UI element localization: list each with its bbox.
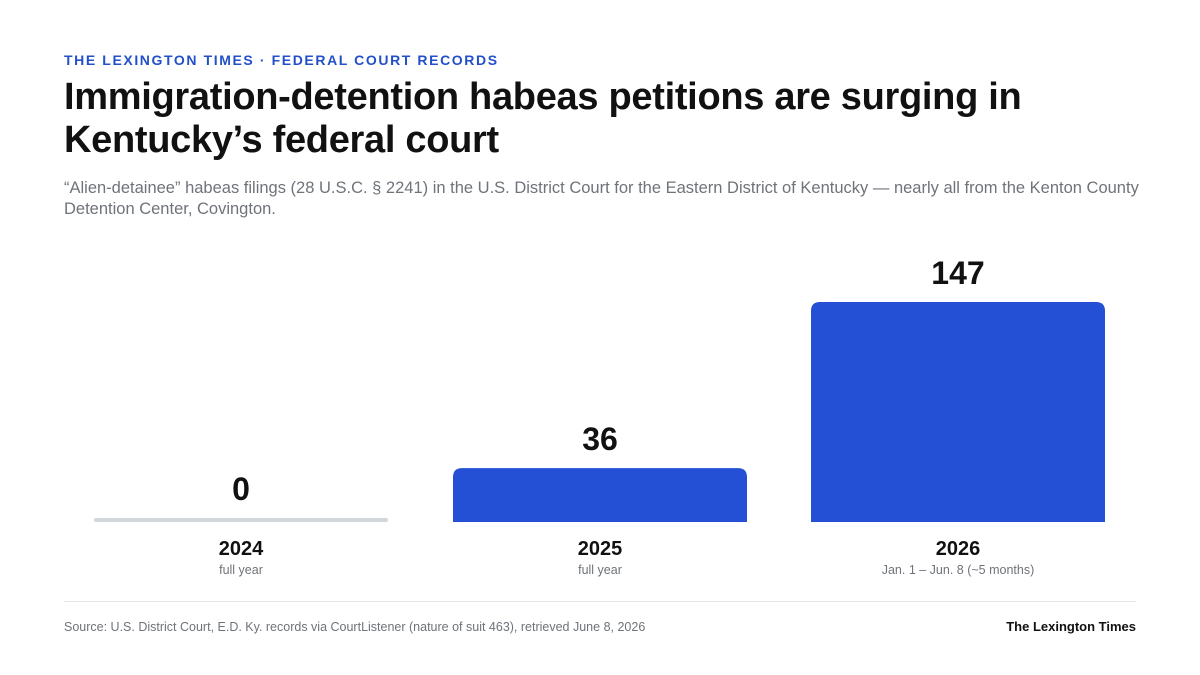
source-note: Source: U.S. District Court, E.D. Ky. re… bbox=[64, 620, 646, 634]
category-sublabel-2024: full year bbox=[219, 563, 263, 577]
bar-chart: 0 2024 full year 36 2025 full year 147 2026 Jan.… bbox=[94, 255, 1105, 577]
category-label-2024: 2024 bbox=[219, 538, 264, 560]
category-sublabel-2025: full year bbox=[578, 563, 622, 577]
bar-2024-zero-line bbox=[94, 518, 388, 522]
chart-subtitle: “Alien-detainee” habeas filings (28 U.S.… bbox=[64, 179, 1139, 218]
category-label-2026: 2026 bbox=[936, 538, 981, 560]
category-sublabel-2026: Jan. 1 – Jun. 8 (~5 months) bbox=[882, 563, 1035, 577]
brand-logo-text: The Lexington Times bbox=[1006, 619, 1136, 634]
value-label-2025: 36 bbox=[582, 421, 618, 457]
value-label-2026: 147 bbox=[931, 255, 984, 291]
footer-divider bbox=[64, 601, 1136, 602]
category-label-2025: 2025 bbox=[578, 538, 623, 560]
bar-2025 bbox=[453, 468, 747, 522]
bar-2026 bbox=[811, 302, 1105, 522]
value-label-2024: 0 bbox=[232, 471, 250, 507]
kicker: THE LEXINGTON TIMES · FEDERAL COURT RECO… bbox=[64, 52, 499, 68]
chart-title: Immigration-detention habeas petitions a… bbox=[64, 76, 1022, 161]
